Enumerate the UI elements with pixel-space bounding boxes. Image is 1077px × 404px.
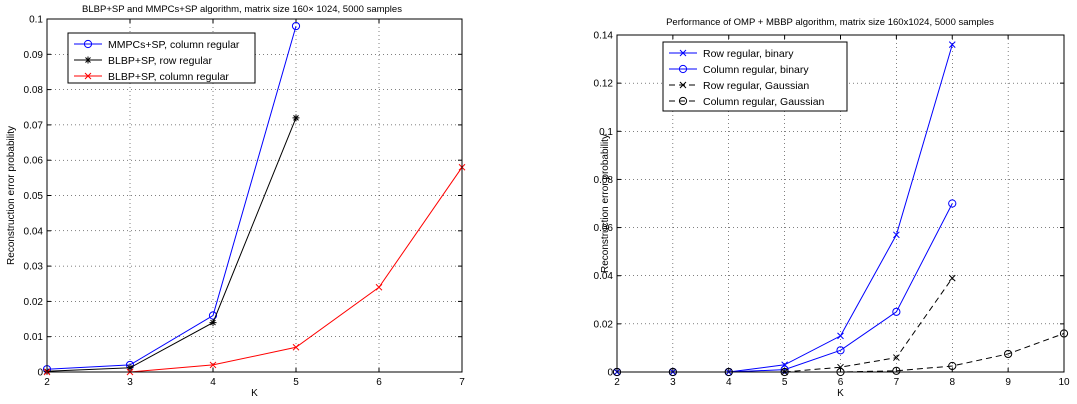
chart-title: Performance of OMP + MBBP algorithm, mat… — [666, 17, 994, 28]
data-point — [293, 114, 300, 121]
x-axis-label: K — [251, 388, 258, 399]
y-tick-label: 0 — [607, 368, 613, 379]
x-tick-label: 4 — [210, 377, 216, 388]
x-tick-label: 8 — [949, 377, 955, 388]
x-tick-label: 6 — [838, 377, 844, 388]
x-tick-label: 5 — [293, 377, 299, 388]
y-tick-label: 0.08 — [24, 85, 44, 96]
legend-label: BLBP+SP, row regular — [108, 55, 212, 67]
y-tick-label: 0.12 — [594, 79, 614, 90]
legend-label: Row regular, binary — [703, 48, 794, 60]
y-axis-label: Reconstruction error probability — [600, 134, 611, 273]
x-tick-label: 5 — [782, 377, 788, 388]
x-tick-label: 7 — [894, 377, 900, 388]
legend: MMPCs+SP, column regular BLBP+SP, row reg… — [68, 33, 255, 83]
y-tick-label: 0.05 — [24, 191, 44, 202]
x-tick-label: 4 — [726, 377, 732, 388]
x-axis-label: K — [837, 388, 844, 399]
x-tick-label: 2 — [44, 377, 50, 388]
y-tick-label: 0.02 — [24, 297, 44, 308]
legend-label: Row regular, Gaussian — [703, 80, 809, 92]
x-tick-label: 2 — [614, 377, 620, 388]
y-tick-label: 0.14 — [594, 31, 614, 42]
x-tick-label: 10 — [1058, 377, 1070, 388]
x-tick-label: 3 — [670, 377, 676, 388]
legend-label: MMPCs+SP, column regular — [108, 39, 240, 51]
y-tick-label: 0 — [37, 368, 43, 379]
data-point — [210, 319, 217, 326]
x-tick-label: 6 — [376, 377, 382, 388]
legend-marker — [85, 57, 92, 64]
y-tick-label: 0.04 — [24, 226, 44, 237]
y-tick-label: 0.09 — [24, 50, 44, 61]
y-tick-label: 0.07 — [24, 120, 44, 131]
x-tick-label: 7 — [459, 377, 465, 388]
chart-2: 2 3 4 5 6 7 8 9 1000.020.040.060.080.10.120.14Ro… — [594, 17, 1070, 399]
y-tick-label: 0.01 — [24, 332, 44, 343]
legend-label: BLBP+SP, column regular — [108, 71, 229, 83]
x-tick-label: 9 — [1005, 377, 1011, 388]
y-axis-label: Reconstruction error probability — [6, 126, 17, 265]
y-tick-label: 0.03 — [24, 262, 44, 273]
y-tick-label: 0.1 — [29, 15, 43, 26]
y-tick-label: 0.02 — [594, 319, 614, 330]
chart-1: 2 3 4 5 6 7 0 0.01 0.02 0.03 0.04 0.05 0.06 0.07 0.08 0… — [6, 4, 465, 399]
legend-label: Column regular, Gaussian — [703, 96, 825, 108]
y-tick-label: 0.06 — [24, 156, 44, 167]
legend-label: Column regular, binary — [703, 64, 809, 76]
x-tick-label: 3 — [127, 377, 133, 388]
legend: Row regular, binary Column regular, binar… — [663, 42, 847, 111]
chart-title: BLBP+SP and MMPCs+SP algorithm, matrix s… — [82, 4, 402, 15]
